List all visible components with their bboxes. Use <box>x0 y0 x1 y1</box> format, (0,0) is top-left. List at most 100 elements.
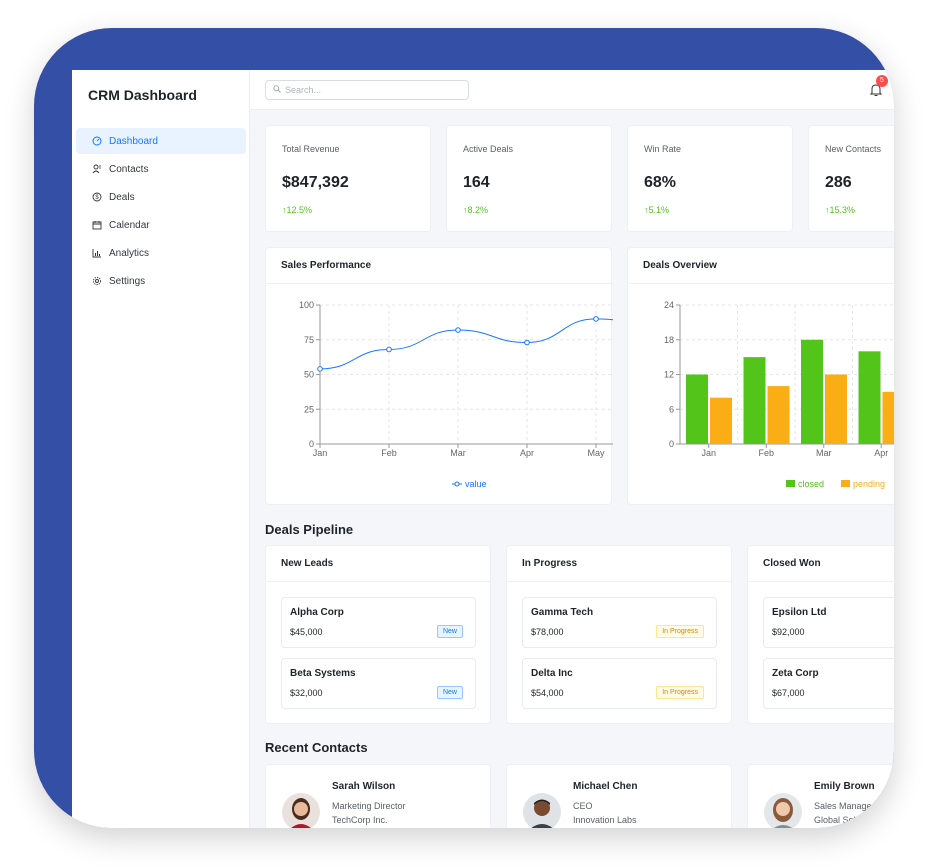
stat-card-new-contacts: New Contacts 286 ↑15.3% <box>808 125 894 232</box>
data-point <box>593 316 599 322</box>
legend-label: value <box>465 479 487 489</box>
bar-closed <box>801 339 823 444</box>
stat-trend: ↑12.5% <box>282 205 312 215</box>
search-icon <box>273 85 281 95</box>
y-tick-label: 100 <box>299 300 314 310</box>
stat-trend-value: 15.3% <box>829 205 856 215</box>
contact-company: Global Solutions <box>814 815 880 825</box>
search-input[interactable]: Search... <box>265 80 469 100</box>
stat-trend: ↑8.2% <box>463 205 488 215</box>
y-tick-label: 0 <box>669 439 674 449</box>
sidebar-item-dashboard[interactable]: Dashboard <box>76 128 246 154</box>
bar-pending <box>767 386 790 444</box>
bar-closed <box>686 374 708 444</box>
sidebar-item-label: Analytics <box>109 247 150 259</box>
contacts-title: Recent Contacts <box>265 740 368 755</box>
bar-closed <box>858 351 881 444</box>
stat-trend-value: 5.1% <box>648 205 670 215</box>
deal-name: Beta Systems <box>290 668 356 679</box>
contact-card[interactable]: Sarah Wilson Marketing Director TechCorp… <box>265 764 491 828</box>
pipeline-column-in-progress: In Progress Gamma Tech $78,000 In Progre… <box>506 545 732 724</box>
top-bar: Search... 5 <box>250 70 894 110</box>
bar-closed <box>743 357 766 444</box>
column-title: New Leads <box>281 558 334 569</box>
sidebar-item-label: Dashboard <box>109 135 158 147</box>
deal-name: Gamma Tech <box>531 607 594 618</box>
deals-overview-card: Deals Overview 0 6 12 18 24 Jan Feb Mar Apr close… <box>627 247 894 505</box>
x-tick-label: Jan <box>313 448 328 458</box>
avatar <box>764 793 802 828</box>
deal-card[interactable]: Alpha Corp $45,000 New <box>281 597 476 648</box>
stat-trend-value: 12.5% <box>286 205 313 215</box>
dashboard-icon <box>90 136 104 146</box>
y-tick-label: 50 <box>304 370 314 380</box>
contact-card[interactable]: Emily Brown Sales Manager Global Solutio… <box>747 764 894 828</box>
notification-badge: 5 <box>876 75 888 87</box>
stat-trend: ↑15.3% <box>825 205 855 215</box>
app-window: CRM Dashboard Dashboard Contacts $ <box>72 70 894 828</box>
y-tick-label: 75 <box>304 335 314 345</box>
sidebar-nav: Dashboard Contacts $ Deals <box>76 128 246 296</box>
sidebar-item-label: Settings <box>109 275 146 287</box>
app-title: CRM Dashboard <box>88 87 197 103</box>
search-placeholder: Search... <box>285 85 322 95</box>
pipeline-title: Deals Pipeline <box>265 522 354 537</box>
sidebar-item-calendar[interactable]: Calendar <box>76 212 246 238</box>
deal-amount: $54,000 <box>531 688 564 698</box>
y-tick-label: 6 <box>669 404 674 414</box>
contact-company: TechCorp Inc. <box>332 815 388 825</box>
deal-name: Delta Inc <box>531 668 573 679</box>
stat-label: Active Deals <box>463 144 514 154</box>
deal-card[interactable]: Beta Systems $32,000 New <box>281 658 476 709</box>
sidebar-item-label: Deals <box>109 191 135 203</box>
contacts-icon <box>90 164 104 174</box>
stat-label: Total Revenue <box>282 144 340 154</box>
status-badge: In Progress <box>656 625 704 638</box>
deal-card[interactable]: Zeta Corp $67,000 <box>763 658 894 709</box>
stat-label: Win Rate <box>644 144 682 154</box>
chart-legend: value <box>452 479 487 489</box>
y-tick-label: 0 <box>309 439 314 449</box>
divider <box>628 283 894 284</box>
divider <box>748 581 894 582</box>
chart-legend: closed pending <box>786 479 885 489</box>
data-point <box>386 346 392 353</box>
main-content: Total Revenue $847,392 ↑12.5% Active Dea… <box>250 110 894 828</box>
divider <box>507 581 731 582</box>
arrow-up-icon: ↑ <box>825 205 830 215</box>
column-title: Closed Won <box>763 558 821 569</box>
data-point <box>455 327 461 333</box>
sidebar-item-label: Calendar <box>109 219 150 231</box>
avatar <box>282 793 320 828</box>
stat-trend: ↑5.1% <box>644 205 669 215</box>
sidebar-item-settings[interactable]: Settings <box>76 268 246 294</box>
sidebar-item-deals[interactable]: $ Deals <box>76 184 246 210</box>
deal-card[interactable]: Gamma Tech $78,000 In Progress <box>522 597 717 648</box>
contact-role: Marketing Director <box>332 801 406 811</box>
sidebar-item-analytics[interactable]: Analytics <box>76 240 246 266</box>
sidebar-item-contacts[interactable]: Contacts <box>76 156 246 182</box>
bar-pending <box>882 391 894 444</box>
card-title: Deals Overview <box>643 260 717 271</box>
gear-icon <box>90 276 104 286</box>
stat-value: 68% <box>644 174 677 191</box>
deal-card[interactable]: Epsilon Ltd $92,000 <box>763 597 894 648</box>
avatar <box>523 793 561 828</box>
sidebar-item-label: Contacts <box>109 163 149 175</box>
x-tick-label: Apr <box>874 448 888 458</box>
y-tick-label: 25 <box>304 404 314 414</box>
x-tick-label: Jan <box>701 448 716 458</box>
deals-bar-chart: 0 6 12 18 24 Jan Feb Mar Apr closed pending <box>664 300 894 489</box>
stat-value: 286 <box>825 174 852 191</box>
deal-card[interactable]: Delta Inc $54,000 In Progress <box>522 658 717 709</box>
contact-name: Michael Chen <box>573 781 638 792</box>
status-badge: New <box>436 686 463 699</box>
deal-name: Zeta Corp <box>772 668 819 679</box>
y-tick-label: 24 <box>664 300 674 310</box>
data-point <box>524 339 530 346</box>
arrow-up-icon: ↑ <box>282 205 287 215</box>
arrow-up-icon: ↑ <box>644 205 649 215</box>
contact-card[interactable]: Michael Chen CEO Innovation Labs <box>506 764 732 828</box>
notifications-button[interactable]: 5 <box>868 75 888 99</box>
contact-role: CEO <box>573 801 593 811</box>
